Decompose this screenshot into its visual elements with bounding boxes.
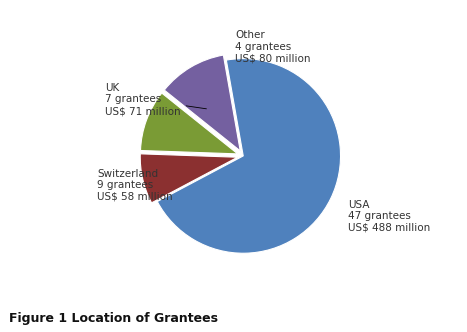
Text: Figure 1 Location of Grantees: Figure 1 Location of Grantees <box>9 312 219 325</box>
Text: Switzerland
9 grantees
US$ 58 million: Switzerland 9 grantees US$ 58 million <box>97 169 173 202</box>
Wedge shape <box>157 59 340 253</box>
Text: USA
47 grantees
US$ 488 million: USA 47 grantees US$ 488 million <box>348 200 431 233</box>
Text: Other
4 grantees
US$ 80 million: Other 4 grantees US$ 80 million <box>235 30 311 63</box>
Wedge shape <box>140 154 238 203</box>
Wedge shape <box>141 93 238 154</box>
Text: UK
7 grantees
US$ 71 million: UK 7 grantees US$ 71 million <box>105 83 206 116</box>
Wedge shape <box>164 55 240 151</box>
